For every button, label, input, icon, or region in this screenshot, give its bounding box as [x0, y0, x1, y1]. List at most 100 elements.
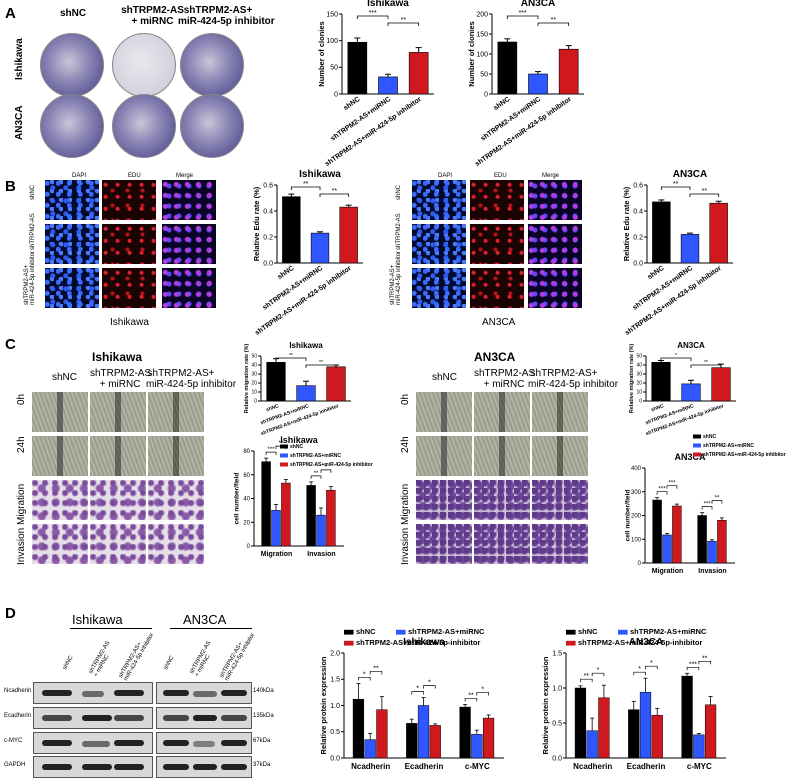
significance-bracket — [387, 22, 420, 26]
legend-swatch — [280, 453, 288, 458]
bar — [681, 675, 693, 759]
transwell-image — [416, 480, 472, 520]
y-axis-label: cell number/field — [233, 473, 240, 525]
significance-bracket — [580, 678, 593, 683]
panel-letter-d: D — [5, 605, 16, 622]
panel-c-row-label: 0h — [16, 393, 27, 405]
chart-title: AN3CA — [674, 452, 706, 462]
colony-dish-image — [40, 33, 104, 97]
bar — [651, 361, 671, 402]
merge-image — [162, 180, 216, 220]
panel-c-row-label: Invasion Migration — [16, 483, 27, 565]
panel-c-col-label: shNC — [52, 372, 78, 383]
significance-label: *** — [689, 661, 697, 668]
y-tick-label: 30 — [636, 372, 642, 378]
protein-label: Ncadherin — [4, 688, 32, 694]
significance-label: *** — [268, 447, 276, 453]
y-tick-label: 200 — [631, 514, 642, 520]
chart-title: Ishikawa — [403, 637, 445, 648]
dapi-image — [412, 180, 466, 220]
significance-label: * — [597, 667, 600, 674]
y-axis-label: Number of clonies — [317, 21, 326, 86]
legend-swatch — [693, 434, 701, 439]
bar — [717, 520, 727, 564]
wound-image — [416, 392, 472, 432]
blot-strip — [156, 707, 252, 729]
significance-bracket — [265, 451, 277, 456]
significance-bracket — [633, 671, 646, 676]
y-axis-label: Relative Edu rate (%) — [622, 186, 631, 261]
transwell-image — [474, 524, 530, 564]
bar — [574, 687, 587, 759]
legend-swatch — [344, 640, 354, 646]
transwell-image — [90, 480, 146, 520]
significance-bracket — [686, 666, 700, 671]
x-tick-label: shNC — [646, 265, 665, 281]
legend-label: shNC — [578, 627, 598, 636]
transwell-image — [532, 524, 588, 564]
y-tick-label: 50 — [480, 71, 488, 78]
x-tick-label: c-MYC — [465, 762, 490, 771]
panel-letter-c: C — [5, 336, 16, 353]
protein-label: Ecadherin — [4, 713, 32, 719]
bar — [376, 709, 388, 759]
bar — [378, 76, 398, 95]
bar — [306, 485, 316, 547]
bar — [639, 691, 652, 759]
legend-swatch — [618, 629, 628, 635]
x-tick-label: Migration — [261, 551, 293, 558]
y-tick-label: 150 — [476, 31, 488, 38]
lane-label: shTRPM2-AS + miRNC — [88, 640, 112, 678]
bar — [628, 709, 640, 759]
y-axis-label: Relative migration rate (%) — [244, 344, 250, 414]
y-tick-label: 100 — [476, 51, 488, 58]
y-tick-label: 1.0 — [330, 703, 340, 710]
y-tick-label: 50 — [251, 354, 257, 360]
y-tick-label: 60 — [243, 473, 250, 479]
panel-c-title: Ishikawa — [92, 350, 143, 364]
legend-label: shTRPM2-AS+miRNC — [703, 443, 754, 449]
edu-image — [102, 224, 156, 264]
legend-swatch — [566, 629, 576, 635]
merge-image — [528, 268, 582, 308]
significance-label: *** — [704, 502, 712, 508]
legend-label: shTRPM2-AS+miR-424-5p inhibitor — [290, 462, 373, 468]
x-tick-label: Migration — [652, 568, 684, 575]
bar — [266, 361, 286, 402]
blot-strip — [33, 732, 153, 754]
bar — [364, 739, 376, 759]
significance-bracket — [423, 685, 436, 689]
significance-label: ** — [702, 188, 708, 195]
y-tick-label: 30 — [251, 372, 257, 378]
colony-dish-image — [180, 94, 244, 158]
wound-image — [90, 392, 146, 432]
bar — [711, 367, 731, 402]
wound-image — [90, 436, 146, 476]
significance-label: ** — [673, 181, 679, 188]
panel-c-row-label: Invasion Migration — [400, 483, 411, 565]
wound-image — [474, 392, 530, 432]
blot-strip — [156, 732, 252, 754]
dapi-image — [45, 224, 99, 264]
significance-bracket — [290, 186, 321, 190]
panel-b-caption: Ishikawa — [110, 317, 149, 328]
x-tick-label: Invasion — [307, 551, 335, 558]
y-tick-label: 0 — [254, 399, 257, 405]
panel-b-row-label: shNC — [396, 184, 402, 200]
y-tick-label: 100 — [326, 38, 338, 45]
bar — [417, 705, 430, 759]
legend-label: shNC — [290, 444, 303, 450]
panel-b-row-label: shTRPM2-AS — [30, 213, 36, 250]
significance-bracket — [358, 677, 371, 681]
y-tick-label: 0.5 — [552, 720, 562, 727]
panel-b-col-label: Merge — [542, 173, 560, 179]
y-axis-label: Relative migration rate (%) — [629, 344, 635, 414]
colony-dish-image — [40, 94, 104, 158]
edu-image — [102, 268, 156, 308]
y-tick-label: 80 — [243, 449, 250, 455]
